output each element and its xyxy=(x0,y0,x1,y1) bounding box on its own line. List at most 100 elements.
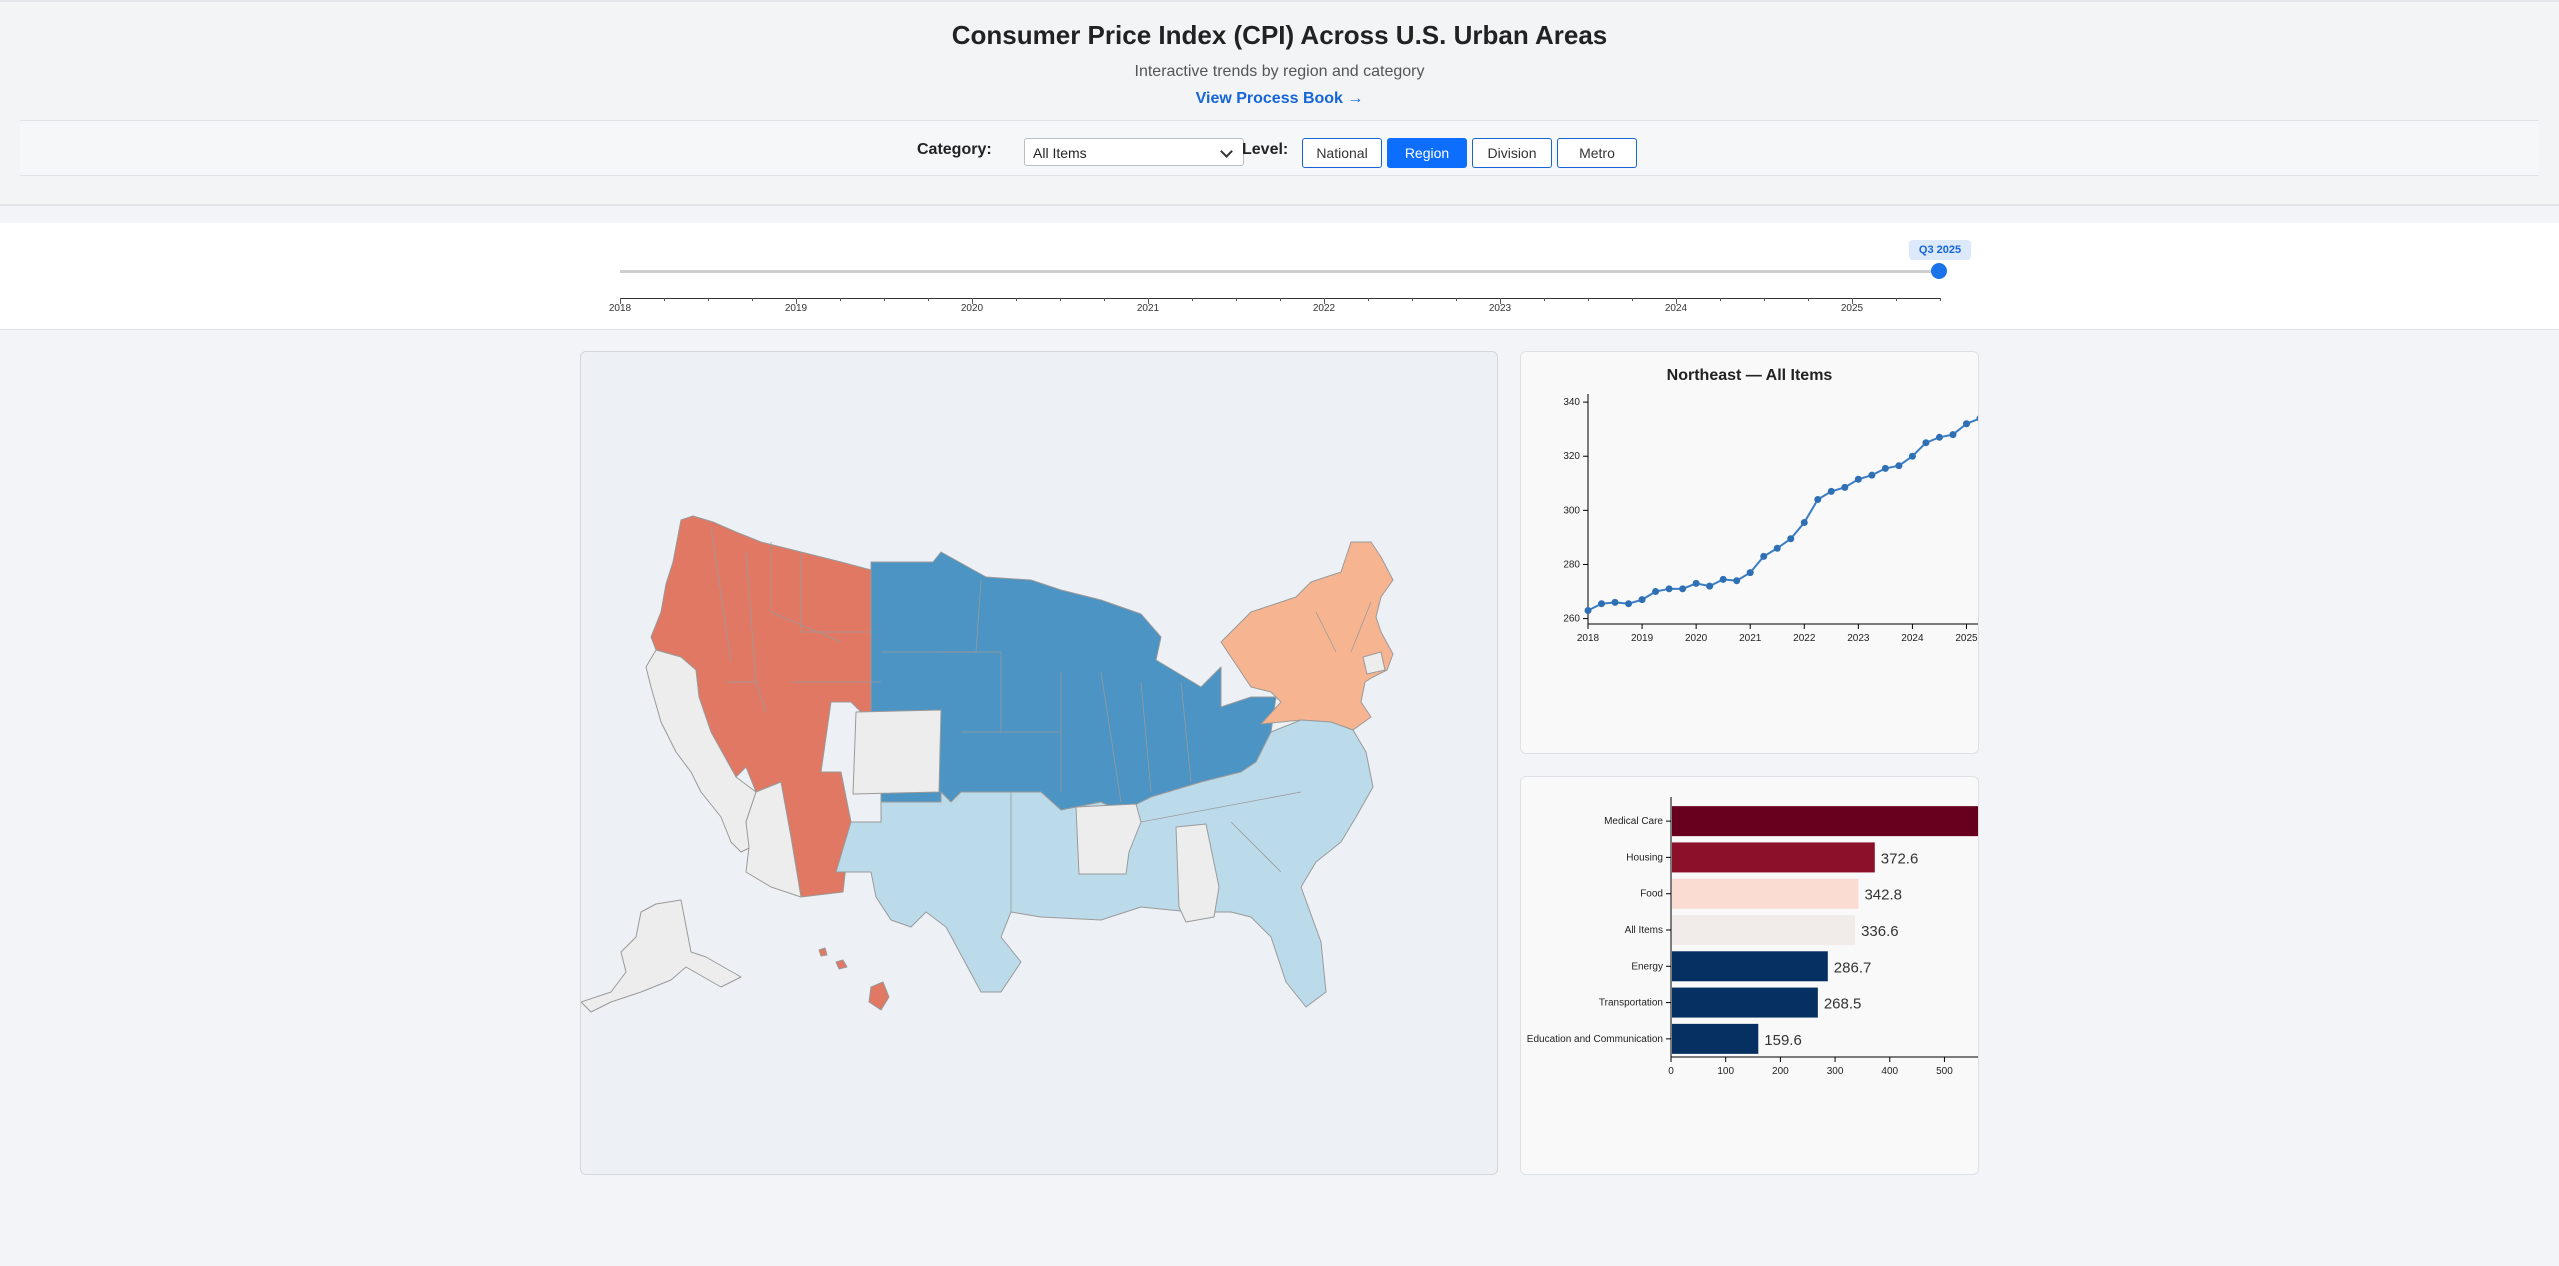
page-subtitle: Interactive trends by region and categor… xyxy=(1134,63,1425,80)
time-axis-tick xyxy=(1324,298,1325,304)
cpi-data-point xyxy=(1706,582,1714,590)
cpi-data-point xyxy=(1935,433,1943,441)
bar-category-label: Education and Communication xyxy=(1527,1034,1663,1045)
cpi-data-point xyxy=(1719,575,1727,583)
level-region-button[interactable]: Region xyxy=(1387,138,1467,168)
bar-category-label: All Items xyxy=(1625,925,1663,936)
bar-x-axis-tick-label: 300 xyxy=(1827,1066,1844,1077)
time-axis-tick xyxy=(664,298,665,301)
level-national-button[interactable]: National xyxy=(1302,138,1382,168)
time-axis-tick xyxy=(1060,298,1061,301)
bar-housing xyxy=(1672,842,1875,873)
bar-category-label: Medical Care xyxy=(1604,816,1663,827)
category-label: Category: xyxy=(917,141,992,158)
time-axis-tick xyxy=(1940,298,1941,301)
bar-chart-panel: Medical Care Housing 372.6 Food 342.8 All Ite… xyxy=(1520,776,1979,1175)
cpi-data-point xyxy=(1922,439,1930,447)
bar-medical-care xyxy=(1672,806,1978,837)
time-axis-tick xyxy=(1896,298,1897,301)
category-select[interactable]: All Items xyxy=(1024,138,1244,166)
cpi-data-point xyxy=(1854,475,1862,483)
state-california-nodata[interactable] xyxy=(645,649,757,853)
top-border xyxy=(0,0,2559,2)
time-axis-year-label: 2022 xyxy=(1312,303,1336,314)
us-map-panel xyxy=(580,351,1498,1175)
cpi-data-point xyxy=(1895,462,1903,470)
bar-value-label: 336.6 xyxy=(1861,923,1899,940)
process-book-link[interactable]: View Process Book → xyxy=(1195,90,1364,107)
region-northeast[interactable] xyxy=(1220,541,1394,731)
time-axis-year-label: 2025 xyxy=(1840,303,1864,314)
state-colorado-nodata[interactable] xyxy=(852,709,942,795)
state-arizona-nodata[interactable] xyxy=(745,781,802,898)
y-axis-tick-label: 320 xyxy=(1563,451,1580,462)
cpi-data-point xyxy=(1908,452,1916,460)
bar-value-label: 286.7 xyxy=(1834,959,1872,976)
time-axis-tick xyxy=(1720,298,1721,301)
time-axis-tick xyxy=(1280,298,1281,301)
category-select-value: All Items xyxy=(1033,145,1087,161)
time-axis-tick xyxy=(1544,298,1545,301)
time-axis-year-label: 2024 xyxy=(1664,303,1688,314)
bar-category-label: Housing xyxy=(1626,852,1663,863)
bar-value-label: 159.6 xyxy=(1764,1032,1802,1049)
bar-value-label: 342.8 xyxy=(1864,887,1902,904)
level-label: Level: xyxy=(1242,141,1289,158)
cpi-data-point xyxy=(1827,487,1835,495)
x-axis-tick-label: 2021 xyxy=(1739,633,1762,644)
page-title: Consumer Price Index (CPI) Across U.S. U… xyxy=(951,20,1608,50)
y-axis-tick-label: 280 xyxy=(1563,559,1580,570)
line-chart-panel: Northeast — All Items 260 280 300 320 340 201… xyxy=(1520,351,1979,754)
bar-food xyxy=(1672,878,1859,909)
bar-category-label: Transportation xyxy=(1599,998,1663,1009)
cpi-data-point xyxy=(1692,579,1700,587)
state-alabama-nodata[interactable] xyxy=(1175,823,1220,923)
cpi-data-point xyxy=(1787,535,1795,543)
time-axis-tick xyxy=(620,298,621,304)
cpi-line-chart: 260 280 300 320 340 2018 2019 2020 2021 2022 2023 2… xyxy=(1563,394,1978,644)
region-west-hawaii[interactable] xyxy=(818,947,890,1011)
time-axis-tick xyxy=(1456,298,1457,301)
cpi-data-point xyxy=(1652,588,1660,596)
cpi-data-point xyxy=(1746,569,1754,577)
time-slider-track[interactable] xyxy=(620,270,1940,273)
cpi-data-point xyxy=(1868,471,1876,479)
time-axis-tick xyxy=(928,298,929,301)
state-connecticut-nodata[interactable] xyxy=(1362,651,1386,675)
state-alaska-nodata[interactable] xyxy=(581,899,742,1013)
bar-x-axis-tick-label: 200 xyxy=(1772,1066,1789,1077)
time-slider-handle[interactable] xyxy=(1931,263,1947,279)
bar-x-axis-tick-label: 100 xyxy=(1717,1066,1734,1077)
bar-value-label: 268.5 xyxy=(1824,996,1862,1013)
bar-category-label: Energy xyxy=(1631,961,1663,972)
chevron-down-icon xyxy=(1220,145,1233,158)
bar-category-label: Food xyxy=(1640,889,1663,900)
time-axis-tick xyxy=(1764,298,1765,301)
time-axis-tick xyxy=(1676,298,1677,304)
cpi-data-point xyxy=(1665,585,1673,593)
cpi-data-point xyxy=(1962,420,1970,428)
cpi-data-point xyxy=(1976,415,1978,422)
level-metro-button[interactable]: Metro xyxy=(1557,138,1637,168)
time-axis-tick xyxy=(1632,298,1633,301)
cpi-data-point xyxy=(1800,519,1808,527)
header: Consumer Price Index (CPI) Across U.S. U… xyxy=(0,2,2559,206)
x-axis-tick-label: 2025 xyxy=(1955,633,1978,644)
state-arkansas-nodata[interactable] xyxy=(1075,803,1142,875)
level-division-button[interactable]: Division xyxy=(1472,138,1552,168)
us-map xyxy=(581,515,1394,1013)
y-axis-tick-label: 340 xyxy=(1563,397,1580,408)
cpi-data-point xyxy=(1949,431,1957,439)
category-bar-chart: Medical Care Housing 372.6 Food 342.8 All Ite… xyxy=(1527,797,1978,1077)
bar-energy xyxy=(1672,951,1828,982)
cpi-data-point xyxy=(1760,552,1768,560)
y-axis-tick-label: 300 xyxy=(1563,505,1580,516)
time-axis-tick xyxy=(1368,298,1369,301)
x-axis-tick-label: 2022 xyxy=(1793,633,1816,644)
time-axis-tick xyxy=(1236,298,1237,301)
cpi-data-point xyxy=(1638,596,1646,604)
time-axis-tick xyxy=(1192,298,1193,301)
time-axis-year-label: 2019 xyxy=(784,303,808,314)
time-axis-tick xyxy=(1148,298,1149,304)
cpi-series-line xyxy=(1587,418,1978,612)
